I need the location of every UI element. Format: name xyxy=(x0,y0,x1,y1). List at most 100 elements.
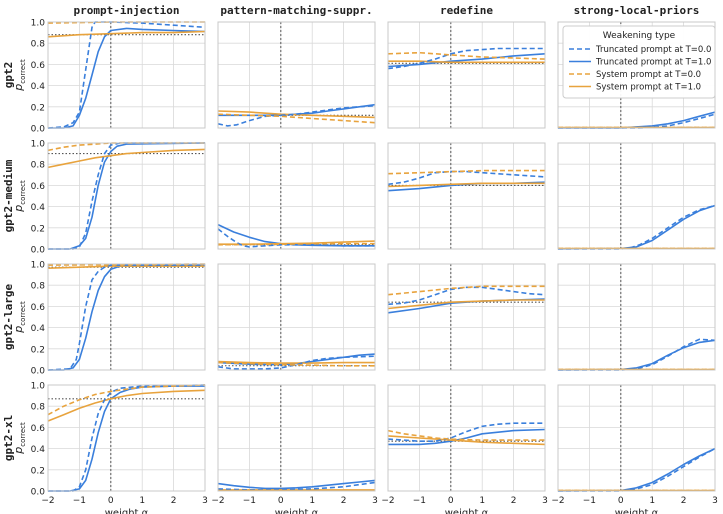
series-line-sys_t1 xyxy=(387,435,546,446)
y-axis-label-main: p xyxy=(12,84,25,92)
series-line-sys_t1 xyxy=(47,30,206,38)
panel-background xyxy=(558,385,715,491)
y-axis-label-main: p xyxy=(12,447,25,455)
panel-gpt2-medium-pattern-matching-suppr. xyxy=(217,142,376,250)
series-line-sys_t0 xyxy=(387,169,545,175)
panel-background xyxy=(48,143,205,249)
panel-frame xyxy=(217,21,376,129)
series-line-sys_t1 xyxy=(47,265,205,269)
panel-frame xyxy=(47,384,206,492)
series-line-trunc_t1 xyxy=(48,142,206,250)
panel-background xyxy=(388,22,545,128)
y-tick-label: 0.6 xyxy=(31,303,46,313)
row-label-gpt2: gpt2 xyxy=(2,62,15,89)
y-tick-label: 1.0 xyxy=(31,140,46,150)
y-tick-label: 0.0 xyxy=(31,367,46,377)
panel-background xyxy=(218,143,375,249)
x-tick-label: 0 xyxy=(618,496,624,506)
y-tick-label: 0.8 xyxy=(31,161,46,171)
y-axis-label-sub: correct xyxy=(19,59,27,84)
y-tick-label: 0.2 xyxy=(31,466,45,476)
y-axis-label-3: pcorrect xyxy=(12,422,27,455)
series-line-trunc_t0 xyxy=(217,228,375,248)
series-line-sys_t1 xyxy=(387,299,545,310)
series-line-sys_t0 xyxy=(217,242,375,246)
panel-frame xyxy=(47,21,206,129)
y-axis-label-sub: correct xyxy=(19,180,27,205)
series-line-trunc_t0 xyxy=(387,47,545,70)
panel-frame xyxy=(387,142,546,250)
row-label-gpt2-xl: gpt2-xl xyxy=(2,415,15,461)
x-tick-label: 1 xyxy=(309,496,315,506)
y-tick-label: 0.4 xyxy=(31,203,46,213)
panel-background xyxy=(48,385,205,491)
panel-frame xyxy=(217,142,376,250)
panel-frame xyxy=(557,142,716,250)
x-tick-label: −2 xyxy=(551,496,564,506)
panel-gpt2-xl-prompt-injection: 0.0 0.2 0.4 0.6 0.8 1.0 −2 −1 0 1 2 3 weight α xyxy=(31,382,208,514)
panel-frame xyxy=(217,263,376,371)
legend-label: System prompt at T=0.0 xyxy=(596,70,701,80)
row-label-gpt2-medium: gpt2-medium xyxy=(2,159,15,232)
legend: Weakening type Truncated prompt at T=0.0 T… xyxy=(562,25,716,99)
x-tick-label: 2 xyxy=(681,496,687,506)
y-tick-label: 0.0 xyxy=(31,125,46,135)
series-line-sys_t1 xyxy=(217,360,375,364)
legend-title: Weakening type xyxy=(603,31,676,41)
series-line-sys_t0 xyxy=(217,361,375,367)
x-tick-label: −2 xyxy=(381,496,394,506)
row-label-gpt2-large: gpt2-large xyxy=(2,284,15,351)
panel-frame xyxy=(47,263,206,371)
panel-background xyxy=(48,264,205,370)
series-line-trunc_t0 xyxy=(48,384,206,492)
x-tick-label: 1 xyxy=(649,496,655,506)
legend-box xyxy=(562,25,716,99)
series-line-trunc_t1 xyxy=(48,27,206,129)
series-line-sys_t1 xyxy=(47,148,206,169)
x-axis-label: weight α xyxy=(615,508,659,514)
y-tick-label: 0.0 xyxy=(31,488,46,498)
series-line-trunc_t0 xyxy=(47,21,206,129)
y-tick-label: 0.8 xyxy=(31,403,46,413)
panel-frame xyxy=(47,142,206,250)
panel-gpt2-medium-redefine xyxy=(387,142,546,250)
series-line-sys_t1 xyxy=(387,182,545,188)
x-tick-label: −1 xyxy=(583,496,596,506)
panel-background xyxy=(558,264,715,370)
y-tick-label: 0.4 xyxy=(31,324,46,334)
series-line-trunc_t0 xyxy=(217,104,376,127)
y-axis-label-main: p xyxy=(12,326,25,334)
series-line-sys_t0 xyxy=(217,113,376,124)
panel-gpt2-xl-pattern-matching-suppr.: −2 −1 0 1 2 3 weight α xyxy=(211,384,378,514)
y-tick-label: 0.6 xyxy=(31,61,46,71)
x-tick-label: −1 xyxy=(413,496,426,506)
series-line-trunc_t0 xyxy=(47,264,205,371)
panel-gpt2-redefine xyxy=(387,21,546,129)
y-tick-label: 0.6 xyxy=(31,182,46,192)
x-tick-label: 3 xyxy=(202,496,208,506)
x-tick-label: 3 xyxy=(542,496,548,506)
panel-background xyxy=(218,385,375,491)
panel-background xyxy=(48,22,205,128)
x-tick-label: 2 xyxy=(511,496,517,506)
legend-label: System prompt at T=1.0 xyxy=(596,83,701,93)
x-tick-label: 3 xyxy=(372,496,378,506)
x-tick-label: 2 xyxy=(341,496,347,506)
panel-gpt2-large-redefine xyxy=(387,263,546,371)
x-axis-label: weight α xyxy=(275,508,319,514)
x-tick-label: 2 xyxy=(171,496,177,506)
panel-frame xyxy=(557,263,716,371)
series-line-trunc_t0 xyxy=(48,142,205,250)
x-tick-label: 1 xyxy=(479,496,485,506)
y-tick-label: 0.0 xyxy=(31,246,46,256)
x-tick-label: −2 xyxy=(41,496,54,506)
series-line-sys_t0 xyxy=(47,21,205,24)
panel-gpt2-large-strong-local-priors xyxy=(557,263,716,371)
column-title-3: strong-local-priors xyxy=(574,4,700,17)
panel-gpt2-xl-strong-local-priors: −2 −1 0 1 2 3 weight α xyxy=(551,384,718,514)
panel-gpt2-large-pattern-matching-suppr. xyxy=(217,263,376,371)
y-tick-label: 0.2 xyxy=(31,103,45,113)
x-axis-label: weight α xyxy=(445,508,489,514)
y-axis-label-sub: correct xyxy=(19,301,27,326)
